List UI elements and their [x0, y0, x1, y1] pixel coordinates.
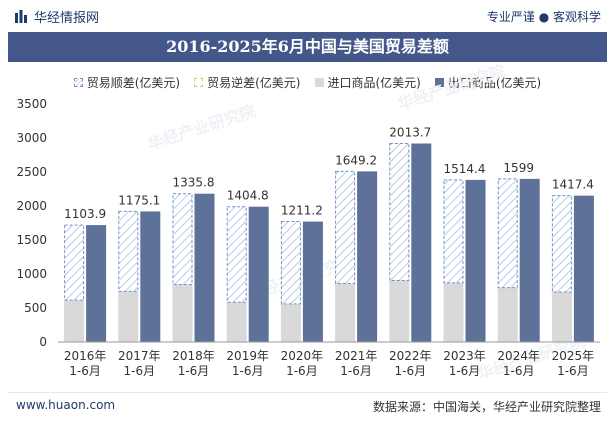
import-bar[interactable]	[280, 303, 301, 342]
x-tick-label: 1-6月	[449, 364, 481, 378]
footer-divider	[8, 392, 607, 393]
import-bar[interactable]	[118, 291, 139, 342]
surplus-bar[interactable]	[172, 193, 193, 286]
x-tick-label: 1-6月	[557, 364, 589, 378]
surplus-bar[interactable]	[335, 170, 356, 285]
export-bar[interactable]	[465, 179, 486, 342]
import-bar[interactable]	[226, 302, 247, 342]
brand[interactable]: 华经情报网	[14, 7, 99, 26]
surplus-data-label: 1103.9	[64, 207, 106, 221]
surplus-data-label: 1599	[503, 161, 534, 175]
surplus-data-label: 1649.2	[335, 153, 377, 167]
footer-source: 数据来源：中国海关，华经产业研究院整理	[372, 400, 601, 414]
export-bar[interactable]	[194, 193, 215, 342]
legend: 贸易顺差(亿美元) 贸易逆差(亿美元) 进口商品(亿美元) 出口商品(亿美元)	[0, 72, 615, 92]
x-tick-label: 1-6月	[394, 364, 426, 378]
surplus-data-label: 1335.8	[173, 176, 215, 190]
legend-label-surplus: 贸易顺差(亿美元)	[86, 75, 181, 90]
x-tick-label: 1-6月	[340, 364, 372, 378]
x-tick-label: 2021年	[335, 349, 378, 363]
legend-item-deficit[interactable]: 贸易逆差(亿美元)	[194, 72, 301, 92]
surplus-bar[interactable]	[64, 224, 85, 301]
import-bar[interactable]	[551, 292, 572, 342]
import-bar[interactable]	[497, 287, 518, 342]
legend-item-import[interactable]: 进口商品(亿美元)	[314, 72, 421, 92]
surplus-data-label: 1211.2	[281, 204, 323, 218]
legend-swatch-import	[314, 77, 324, 87]
x-tick-label: 1-6月	[286, 364, 318, 378]
surplus-data-label: 1175.1	[118, 193, 160, 207]
x-tick-label: 1-6月	[123, 364, 155, 378]
export-bar[interactable]	[519, 178, 540, 342]
x-tick-label: 2022年	[389, 349, 432, 363]
legend-label-export: 出口商品(亿美元)	[447, 75, 542, 90]
surplus-data-label: 1514.4	[444, 162, 486, 176]
footer-website[interactable]: www.huaon.com	[16, 398, 116, 412]
x-tick-label: 2018年	[172, 349, 215, 363]
y-tick-label: 1500	[16, 233, 47, 247]
x-tick-label: 2020年	[281, 349, 324, 363]
y-tick-label: 3000	[16, 131, 47, 145]
y-tick-label: 500	[24, 301, 47, 315]
y-tick-label: 1000	[16, 267, 47, 281]
export-bar[interactable]	[357, 171, 378, 342]
x-tick-label: 1-6月	[503, 364, 535, 378]
legend-swatch-deficit	[194, 77, 204, 87]
legend-label-deficit: 贸易逆差(亿美元)	[207, 75, 301, 90]
surplus-data-label: 1417.4	[552, 178, 594, 192]
x-tick-label: 2024年	[497, 349, 540, 363]
import-bar[interactable]	[172, 284, 193, 342]
x-tick-label: 2019年	[226, 349, 269, 363]
export-bar[interactable]	[302, 221, 323, 342]
surplus-bar[interactable]	[443, 179, 464, 284]
y-tick-label: 2500	[16, 165, 47, 179]
tagline: 专业严谨 ● 客观科学	[486, 10, 601, 24]
legend-item-export[interactable]: 出口商品(亿美元)	[434, 72, 542, 92]
brand-name: 华经情报网	[34, 11, 100, 26]
x-tick-label: 2025年	[552, 349, 595, 363]
surplus-bar[interactable]	[226, 206, 247, 303]
surplus-bar[interactable]	[118, 210, 139, 292]
top-bar: 华经情报网 专业严谨 ● 客观科学	[0, 0, 615, 30]
title-bar: 2016-2025年6月中国与美国贸易差额	[8, 32, 607, 62]
x-tick-label: 1-6月	[69, 364, 101, 378]
surplus-data-label: 1404.8	[227, 189, 269, 203]
export-bar[interactable]	[140, 211, 161, 342]
surplus-data-label: 2013.7	[389, 126, 431, 140]
legend-swatch-surplus	[73, 77, 83, 87]
legend-label-import: 进口商品(亿美元)	[327, 75, 421, 90]
x-tick-label: 2023年	[443, 349, 486, 363]
export-bar[interactable]	[573, 195, 594, 342]
y-tick-label: 2000	[16, 199, 47, 213]
y-tick-label: 0	[39, 335, 47, 349]
x-tick-label: 2016年	[64, 349, 107, 363]
import-bar[interactable]	[335, 283, 356, 342]
surplus-bar[interactable]	[551, 195, 572, 293]
x-tick-label: 2017年	[118, 349, 161, 363]
surplus-bar[interactable]	[280, 221, 301, 305]
import-bar[interactable]	[443, 282, 464, 342]
import-bar[interactable]	[389, 280, 410, 342]
legend-swatch-export	[434, 77, 444, 87]
legend-item-surplus[interactable]: 贸易顺差(亿美元)	[73, 72, 181, 92]
x-tick-label: 1-6月	[178, 364, 210, 378]
surplus-bar[interactable]	[389, 143, 410, 281]
watermark-text: 华经产业研究院	[145, 101, 257, 154]
import-bar[interactable]	[64, 300, 85, 342]
chart-title: 2016-2025年6月中国与美国贸易差额	[166, 37, 449, 56]
export-bar[interactable]	[248, 206, 269, 342]
y-tick-label: 3500	[16, 97, 47, 111]
export-bar[interactable]	[411, 143, 432, 342]
brand-logo-icon	[15, 9, 27, 23]
watermark-text: 华经产业研究院	[395, 61, 507, 114]
x-tick-label: 1-6月	[232, 364, 264, 378]
surplus-bar[interactable]	[497, 178, 518, 289]
export-bar[interactable]	[86, 225, 107, 342]
